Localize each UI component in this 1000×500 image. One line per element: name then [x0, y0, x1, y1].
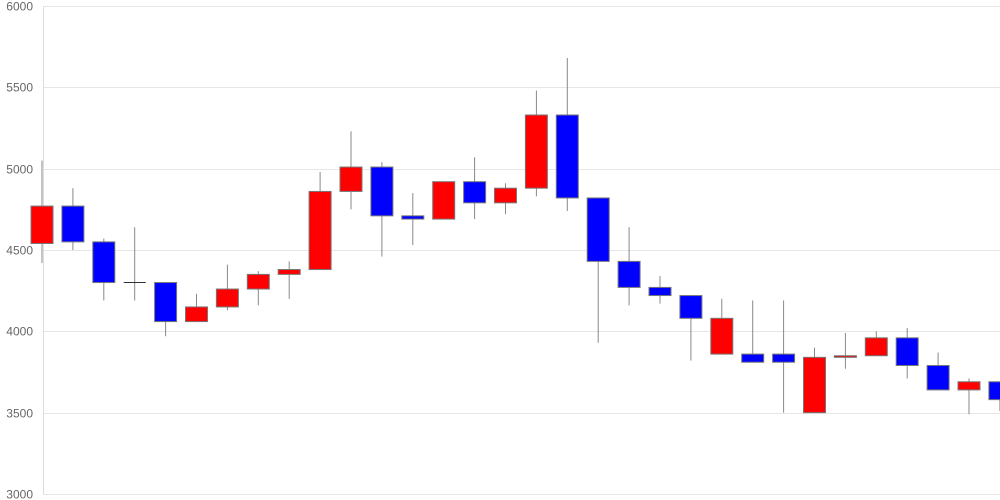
- candle: [246, 271, 270, 306]
- candle: [524, 90, 548, 197]
- candle: [277, 261, 301, 299]
- candle: [617, 227, 641, 306]
- candle-body: [617, 260, 641, 288]
- candle-body: [494, 187, 517, 204]
- candle: [463, 157, 487, 220]
- candles: [30, 58, 1000, 415]
- y-tick-label: 4500: [6, 244, 33, 258]
- candle-body: [185, 306, 208, 323]
- grid-lines: [43, 6, 1000, 495]
- candle: [555, 58, 579, 211]
- candle-body: [988, 381, 1000, 401]
- candle: [648, 276, 672, 304]
- candle-body: [370, 166, 394, 217]
- candle-body: [246, 273, 270, 290]
- candle-body: [772, 353, 796, 363]
- candle: [772, 300, 796, 413]
- candle: [185, 293, 208, 323]
- candle: [494, 183, 517, 215]
- candle-body: [741, 353, 765, 363]
- y-tick-label: 3500: [6, 407, 33, 421]
- y-tick-label: 3000: [6, 488, 33, 500]
- candle: [710, 298, 734, 355]
- candle: [92, 238, 116, 301]
- candle-body: [679, 295, 703, 319]
- y-tick-label: 5000: [6, 163, 33, 177]
- candle-body: [432, 181, 456, 220]
- candle-body: [524, 114, 548, 189]
- candle: [679, 295, 703, 361]
- candle: [215, 264, 239, 311]
- candle-body: [710, 317, 734, 355]
- candle: [895, 328, 919, 379]
- candle: [339, 131, 363, 210]
- candle: [154, 282, 178, 337]
- candle: [123, 227, 146, 301]
- y-tick-label: 5500: [6, 81, 33, 95]
- candle: [308, 171, 332, 271]
- candle-body: [895, 337, 919, 366]
- candle: [988, 381, 1000, 412]
- candle-body: [586, 197, 610, 262]
- candle: [926, 352, 950, 391]
- y-axis: 3000 3500 4000 4500 5000 5500 6000: [6, 0, 44, 500]
- candle: [30, 160, 54, 264]
- y-tick-label: 6000: [6, 0, 33, 14]
- candle-body: [463, 181, 487, 204]
- candle: [432, 181, 456, 220]
- candle: [61, 188, 85, 250]
- candle: [833, 332, 857, 369]
- candle-body: [339, 166, 363, 192]
- candle: [370, 162, 394, 257]
- candle-body: [215, 288, 239, 308]
- candle-body: [648, 286, 672, 297]
- y-tick-label: 4000: [6, 325, 33, 339]
- candle: [586, 197, 610, 343]
- candle-body: [555, 114, 579, 199]
- candle: [401, 193, 425, 246]
- candle-body: [61, 205, 85, 243]
- candle-body: [926, 364, 950, 391]
- candle: [803, 347, 826, 414]
- candle-body: [957, 381, 981, 391]
- candle-body: [277, 269, 301, 275]
- candle: [741, 300, 765, 363]
- candle-body: [401, 215, 425, 220]
- candle-body: [92, 241, 116, 284]
- candle-body: [154, 282, 178, 323]
- candle: [864, 331, 888, 357]
- candle-body: [803, 356, 826, 414]
- candle-body: [30, 205, 54, 244]
- candle-body: [308, 190, 332, 271]
- candle: [957, 378, 981, 415]
- candle-body: [833, 355, 857, 358]
- candle-body: [864, 337, 888, 357]
